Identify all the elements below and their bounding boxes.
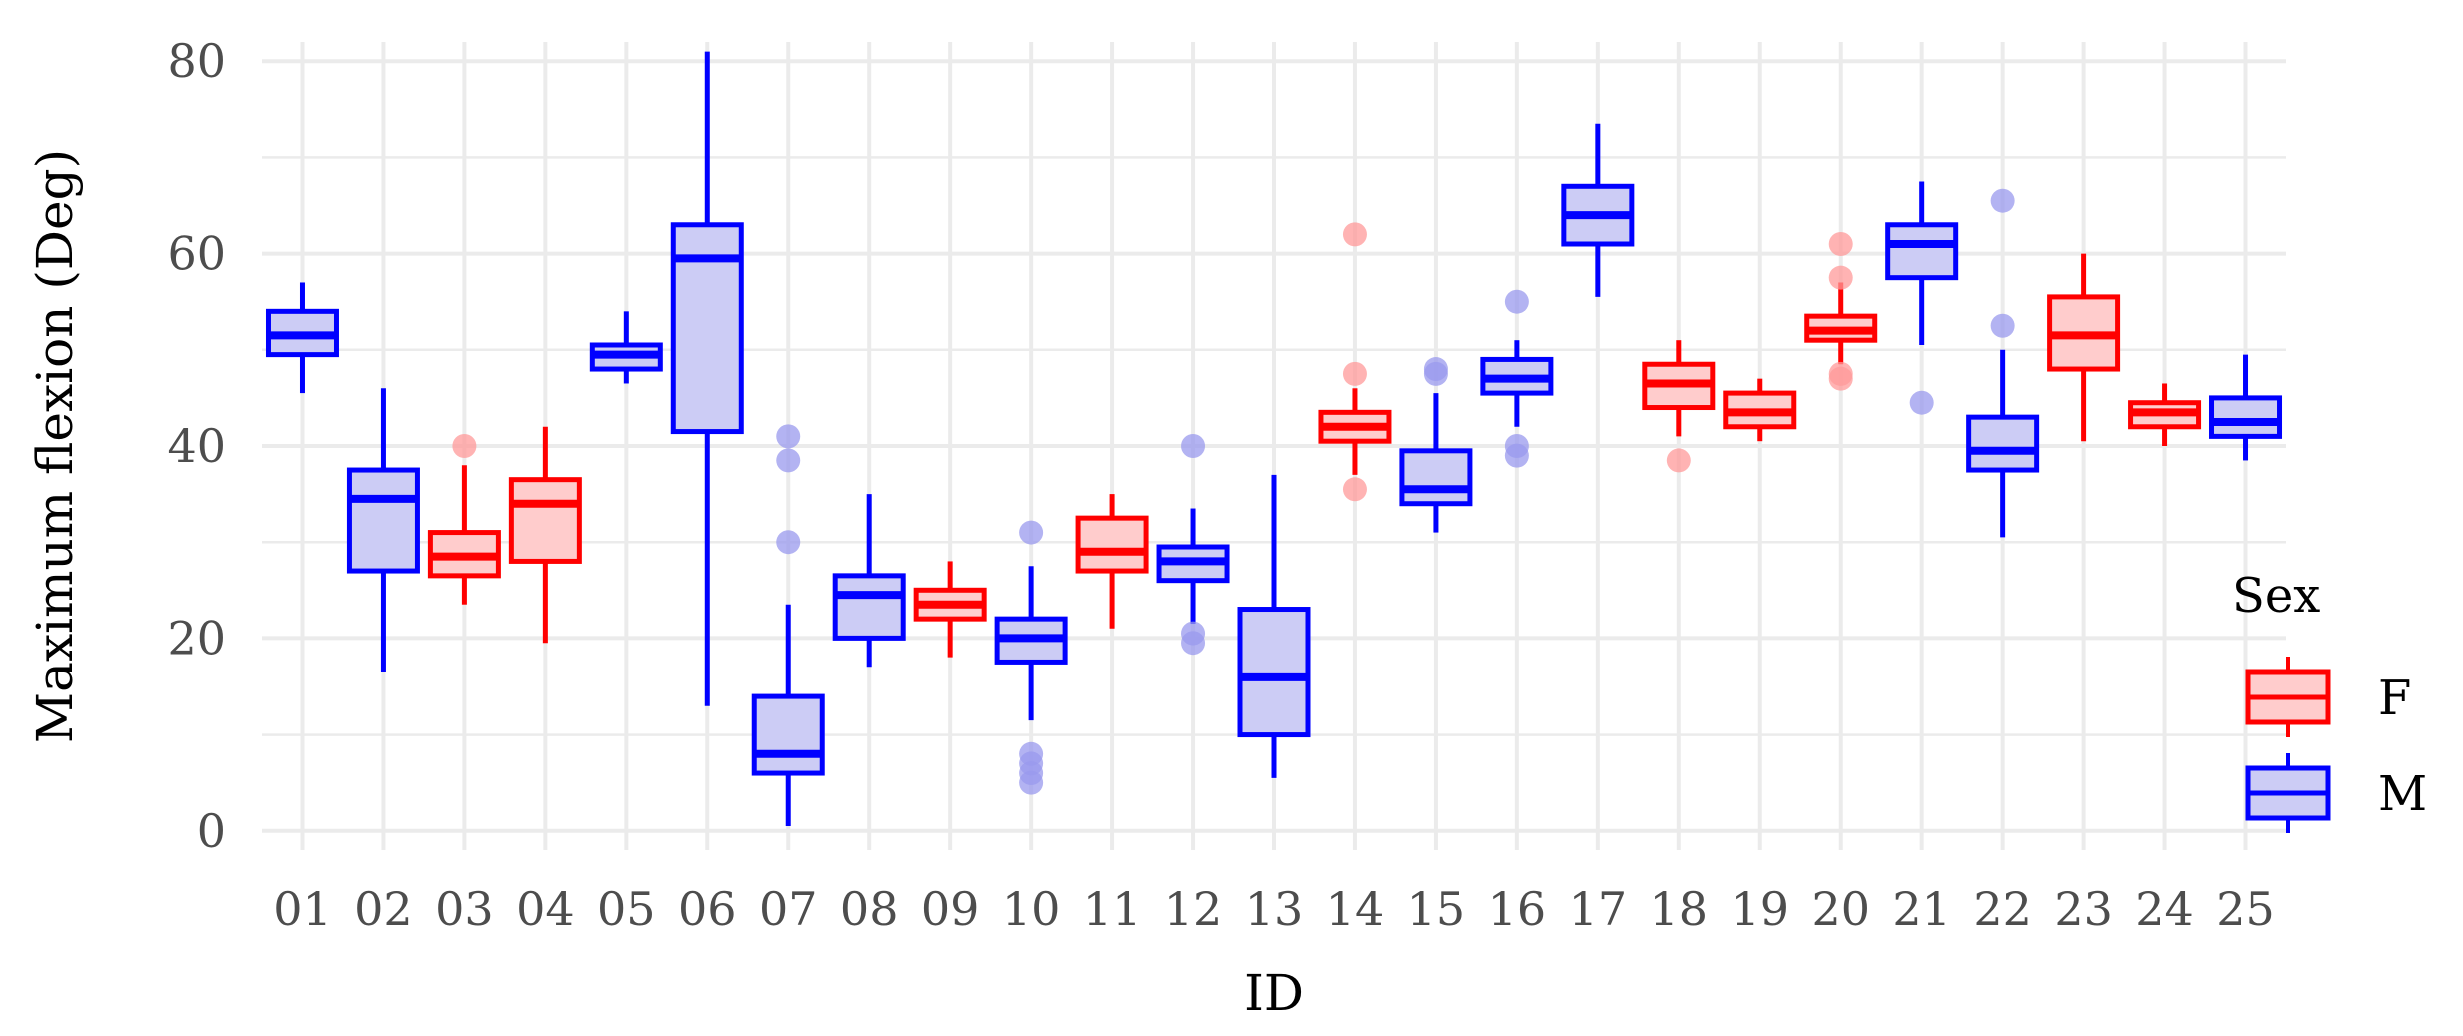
box-23 — [2047, 253, 2121, 442]
y-tick-label: 60 — [167, 227, 226, 281]
y-tick-label: 80 — [167, 34, 226, 88]
legend: Sex FM — [2232, 568, 2427, 833]
legend-item-F: F — [2245, 657, 2411, 737]
box-16 — [1480, 289, 1554, 468]
box-03 — [427, 434, 501, 605]
box-iqr — [346, 467, 420, 574]
outlier-point — [1019, 520, 1044, 545]
x-tick-label: 08 — [840, 882, 899, 936]
outlier-point — [1990, 188, 2015, 213]
x-tick-label: 07 — [759, 882, 818, 936]
box-12 — [1156, 434, 1230, 656]
box-07 — [751, 424, 825, 826]
legend-title: Sex — [2232, 568, 2320, 624]
box-10 — [994, 520, 1068, 795]
x-tick-label: 10 — [1002, 882, 1061, 936]
box-01 — [265, 282, 339, 394]
box-08 — [832, 494, 906, 668]
outlier-point — [1666, 448, 1691, 473]
y-tick-label: 20 — [167, 611, 226, 665]
boxes — [265, 51, 2283, 826]
box-iqr — [1885, 222, 1959, 281]
box-20 — [1804, 232, 1878, 391]
outlier-point — [776, 530, 801, 555]
outlier-point — [1504, 289, 1529, 314]
box-17 — [1561, 123, 1635, 297]
box-04 — [508, 426, 582, 644]
legend-label: F — [2378, 670, 2411, 726]
outlier-point — [1909, 390, 1934, 415]
x-tick-label: 24 — [2135, 882, 2194, 936]
outlier-point — [776, 448, 801, 473]
x-tick-label: 11 — [1083, 882, 1142, 936]
box-iqr — [2209, 395, 2283, 439]
box-iqr — [751, 693, 825, 776]
x-tick-label: 04 — [516, 882, 575, 936]
outlier-point — [452, 434, 477, 458]
box-15 — [1399, 357, 1473, 533]
box-iqr — [1399, 448, 1473, 507]
box-02 — [346, 388, 420, 673]
outlier-point — [776, 424, 801, 449]
outlier-point — [1828, 265, 1853, 290]
box-06 — [670, 51, 744, 706]
outlier-point — [1342, 222, 1367, 247]
outlier-point — [1342, 477, 1367, 502]
x-tick-label: 02 — [354, 882, 413, 936]
box-21 — [1885, 181, 1959, 415]
outlier-point — [1342, 361, 1367, 386]
x-tick-label: 19 — [1730, 882, 1789, 936]
x-tick-labels: 01 02 03 04 05 06 07 08 09 10 11 12 13 14 15 16 17 18 19 20… — [273, 882, 2275, 936]
outlier-point — [1504, 434, 1529, 458]
box-05 — [589, 311, 663, 384]
legend-item-M: M — [2245, 753, 2427, 833]
box-iqr — [1966, 414, 2040, 473]
outlier-point — [1828, 232, 1853, 256]
outlier-point — [1181, 434, 1206, 458]
x-tick-label: 15 — [1407, 882, 1466, 936]
box-iqr — [508, 477, 582, 564]
x-tick-label: 22 — [1973, 882, 2032, 936]
box-iqr — [1237, 607, 1311, 738]
x-tick-label: 18 — [1650, 882, 1709, 936]
x-tick-label: 23 — [2054, 882, 2113, 936]
box-09 — [913, 561, 987, 658]
x-tick-label: 14 — [1326, 882, 1385, 936]
x-axis-title: ID — [1244, 964, 1304, 1022]
outlier-point — [1828, 361, 1853, 386]
x-tick-label: 06 — [678, 882, 737, 936]
x-tick-label: 01 — [273, 882, 332, 936]
box-24 — [2128, 383, 2202, 446]
y-axis-title: Maximum flexion (Deg) — [26, 149, 84, 743]
x-tick-label: 05 — [597, 882, 656, 936]
box-iqr — [832, 573, 906, 641]
y-tick-label: 0 — [197, 804, 226, 858]
outlier-point — [1019, 741, 1044, 766]
x-tick-label: 25 — [2216, 882, 2275, 936]
box-11 — [1075, 494, 1149, 629]
outlier-point — [1990, 313, 2015, 338]
x-tick-label: 13 — [1245, 882, 1304, 936]
outlier-point — [1423, 357, 1448, 382]
outlier-point — [1181, 621, 1206, 646]
legend-label: M — [2378, 766, 2427, 822]
x-tick-label: 16 — [1488, 882, 1547, 936]
box-13 — [1237, 474, 1311, 778]
x-tick-label: 12 — [1164, 882, 1223, 936]
x-tick-label: 21 — [1892, 882, 1951, 936]
box-19 — [1723, 378, 1797, 442]
y-tick-labels: 0 20 40 60 80 — [167, 34, 226, 858]
y-tick-label: 40 — [167, 419, 226, 473]
box-iqr — [1075, 515, 1149, 574]
box-22 — [1966, 188, 2040, 538]
x-tick-label: 17 — [1569, 882, 1628, 936]
box-25 — [2209, 354, 2283, 461]
box-14 — [1318, 222, 1392, 502]
x-tick-label: 09 — [921, 882, 980, 936]
x-tick-label: 20 — [1811, 882, 1870, 936]
box-18 — [1642, 340, 1716, 473]
x-tick-label: 03 — [435, 882, 494, 936]
